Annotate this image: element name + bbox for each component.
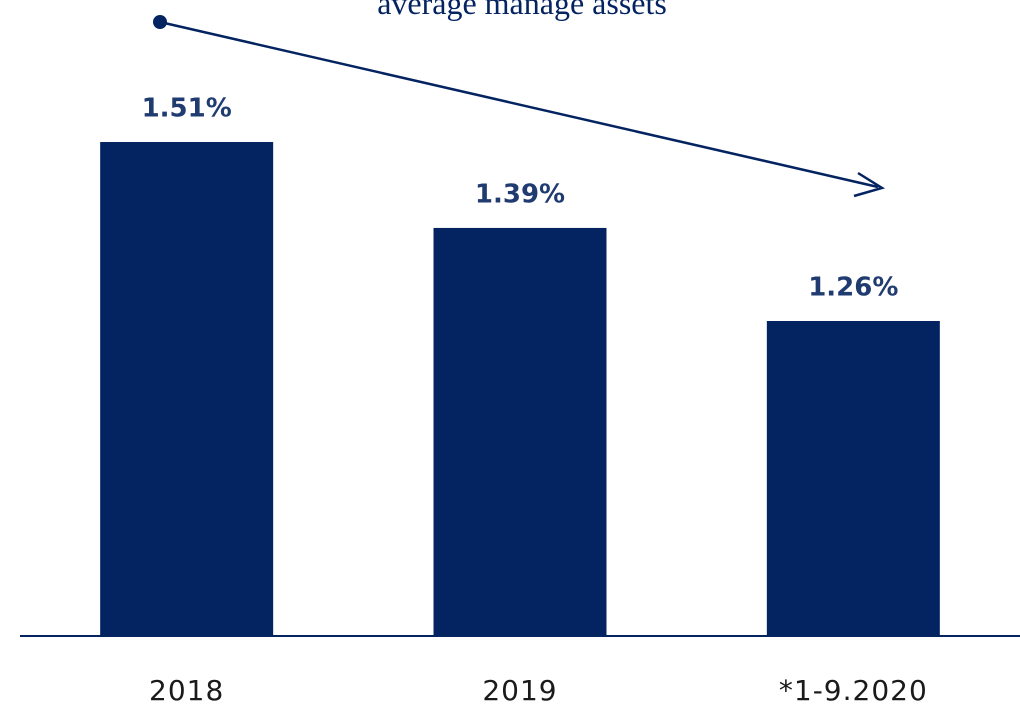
- value-label: 1.51%: [142, 94, 232, 124]
- arrow-head: [853, 171, 886, 198]
- trend-arrow: [159, 20, 879, 189]
- value-label: 1.39%: [475, 179, 565, 209]
- bar: [100, 142, 274, 637]
- x-tick-label: 2019: [482, 674, 557, 707]
- x-tick-label: 2018: [149, 674, 224, 707]
- value-label: 1.26%: [808, 273, 898, 303]
- bar: [766, 321, 940, 636]
- bar: [433, 227, 607, 636]
- arrow-dot: [153, 15, 167, 29]
- chart-title: average manage assets: [377, 0, 667, 21]
- x-tick-label: *1-9.2020: [779, 674, 928, 707]
